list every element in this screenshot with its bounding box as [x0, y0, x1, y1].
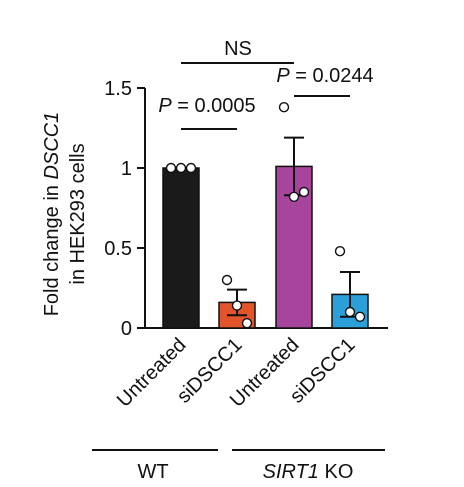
error-bars	[227, 136, 360, 318]
data-point	[288, 191, 300, 203]
annotation-ns: NS	[224, 38, 252, 60]
data-point	[298, 186, 310, 198]
bar	[162, 167, 200, 329]
annotation-p-wt: P = 0.0005	[158, 95, 255, 117]
data-point	[344, 306, 356, 318]
y-axis-label-line2: in HEK293 cells	[67, 143, 89, 284]
data-point	[165, 162, 177, 174]
data-point	[231, 300, 243, 311]
y-axis-label-prefix: Fold change in	[41, 180, 63, 317]
annotation-p-ko: P = 0.0244	[276, 65, 373, 87]
data-point	[241, 318, 253, 329]
p-value: = 0.0244	[290, 65, 374, 87]
y-axis-label-line1: Fold change in DSCC1	[41, 112, 63, 317]
data-point	[185, 162, 197, 174]
data-points	[165, 101, 366, 329]
group-gene: SIRT1	[263, 461, 319, 483]
y-tick-label: 0.5	[104, 238, 132, 260]
data-point	[354, 311, 366, 322]
group-labels: WT SIRT1 KO	[92, 449, 385, 483]
data-point	[278, 101, 290, 113]
data-point	[334, 245, 346, 257]
p-symbol: P	[158, 95, 172, 117]
group-suffix: KO	[319, 461, 353, 483]
p-value: = 0.0005	[172, 95, 256, 117]
y-tick-label: 1	[121, 158, 132, 180]
data-point	[221, 274, 233, 286]
group-label-wt: WT	[137, 461, 168, 483]
group-label-ko: SIRT1 KO	[263, 461, 354, 483]
y-axis-label: Fold change in DSCC1 in HEK293 cells	[41, 112, 89, 317]
p-symbol: P	[276, 65, 290, 87]
y-tick-label: 0	[121, 318, 132, 340]
category-label: Untreated	[113, 334, 191, 412]
data-point	[175, 162, 187, 174]
y-axis-label-gene: DSCC1	[41, 112, 63, 180]
y-tick-label: 1.5	[104, 78, 132, 100]
